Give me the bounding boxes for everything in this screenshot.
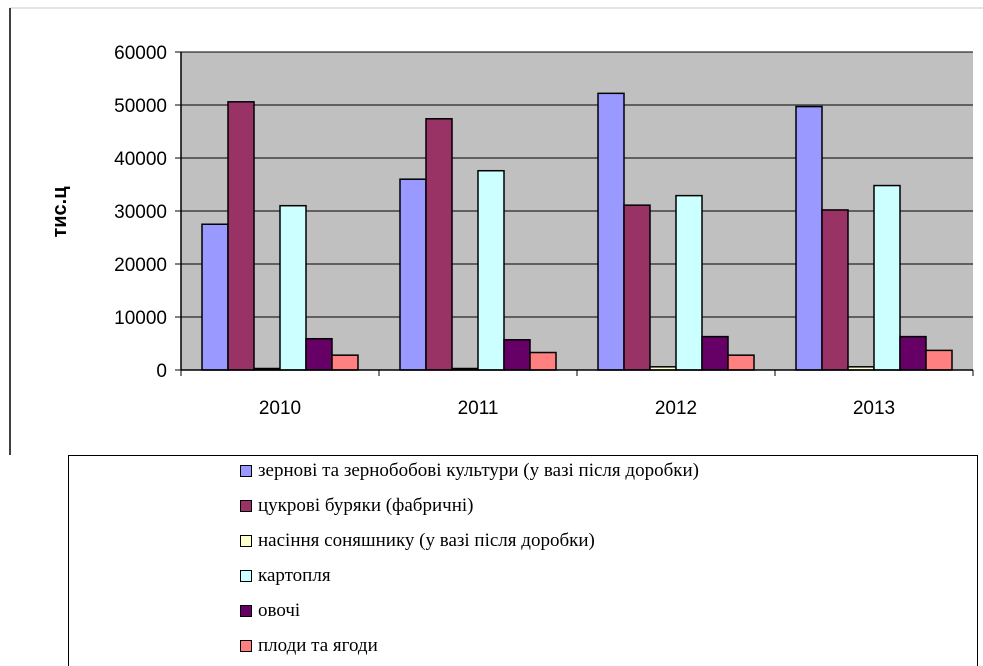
- x-tick-label: 2012: [655, 398, 697, 419]
- legend-label: зернові та зернобобові культури (у вазі …: [258, 460, 699, 481]
- bar: [795, 105, 823, 371]
- bar: [675, 194, 703, 371]
- bar: [623, 204, 651, 371]
- legend-item: насіння соняшнику (у вазі після доробки): [240, 529, 595, 553]
- bar: [399, 178, 427, 371]
- bar: [227, 101, 255, 371]
- y-tick-label: 60000: [114, 43, 167, 64]
- legend-item: картопля: [240, 564, 331, 588]
- legend-item: плоди та ягоди: [240, 634, 378, 658]
- y-tick-label: 0: [156, 361, 167, 382]
- bar: [477, 169, 505, 371]
- chart-canvas: 0 10000 20000 30000 40000 50000 60000 2010 2011 2…: [9, 7, 983, 455]
- bar: [597, 92, 625, 371]
- y-tick-label: 20000: [114, 255, 167, 276]
- y-tick-label: 30000: [114, 202, 167, 223]
- legend-label: плоди та ягоди: [258, 635, 378, 656]
- bar: [727, 354, 755, 371]
- x-tick-label: 2013: [853, 398, 895, 419]
- legend-label: картопля: [258, 565, 331, 586]
- legend-item: овочі: [240, 599, 300, 623]
- y-tick-label: 10000: [114, 308, 167, 329]
- legend-swatch: [240, 605, 252, 617]
- legend-label: овочі: [258, 600, 301, 621]
- bar: [279, 204, 307, 371]
- bar: [425, 118, 453, 371]
- bar: [503, 339, 531, 371]
- bar: [821, 209, 849, 371]
- legend-swatch: [240, 640, 252, 652]
- bar: [305, 337, 333, 371]
- y-tick-label: 50000: [114, 96, 167, 117]
- legend-label: цукрові буряки (фабричні): [258, 495, 474, 516]
- bar: [201, 223, 229, 371]
- bar: [925, 349, 953, 371]
- legend-swatch: [240, 500, 252, 512]
- bar: [331, 354, 359, 371]
- bar: [899, 335, 927, 371]
- legend-item: зернові та зернобобові культури (у вазі …: [240, 459, 699, 483]
- chart-legend: зернові та зернобобові культури (у вазі …: [68, 455, 978, 666]
- bar: [529, 351, 557, 371]
- y-tick-label: 40000: [114, 149, 167, 170]
- legend-swatch: [240, 465, 252, 477]
- legend-swatch: [240, 570, 252, 582]
- bar: [873, 184, 901, 371]
- legend-swatch: [240, 535, 252, 547]
- legend-item: цукрові буряки (фабричні): [240, 494, 473, 518]
- bar: [701, 335, 729, 371]
- legend-label: насіння соняшнику (у вазі після доробки): [258, 530, 595, 551]
- x-tick-label: 2011: [458, 398, 499, 419]
- x-tick-label: 2010: [259, 398, 301, 419]
- y-axis-label: тис.ц: [49, 186, 71, 238]
